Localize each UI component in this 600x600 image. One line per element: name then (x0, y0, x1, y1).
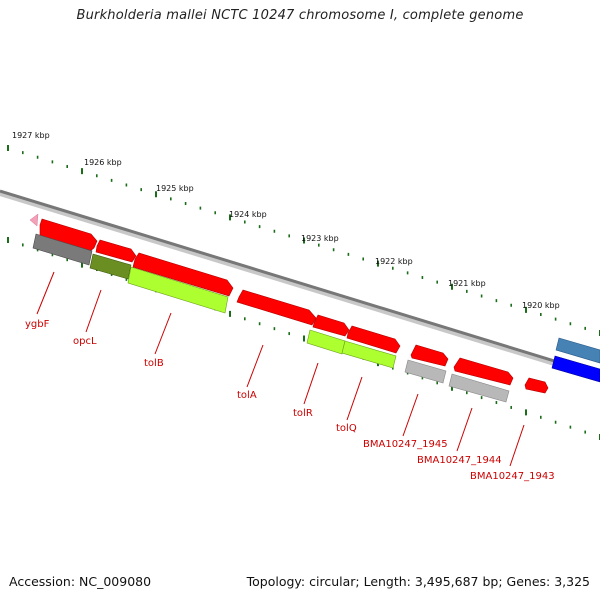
topology-text: Topology: circular; Length: 3,495,687 bp… (246, 574, 590, 589)
gene-tolQ[interactable] (341, 340, 397, 369)
gene-label-tolB: tolB (144, 358, 164, 369)
accession-text: Accession: NC_009080 (9, 574, 152, 589)
cds-tolQ[interactable] (346, 325, 401, 354)
backbone (0, 189, 600, 380)
pink-marker (29, 213, 39, 227)
cds-BMA10247_1945[interactable] (410, 344, 449, 367)
gene-BMA10247_1944[interactable] (448, 373, 510, 403)
gene-opcL[interactable] (89, 253, 132, 280)
map-title: Burkholderia mallei NCTC 10247 chromosom… (76, 8, 524, 23)
cds-tolR[interactable] (312, 314, 350, 337)
gene-label-BMA10247_1943: BMA10247_1943 (470, 471, 555, 482)
gene-track (29, 213, 600, 403)
gene-labels: ygbF opcL tolB tolA tolR tolQ BMA10247_1… (25, 319, 555, 482)
scale-label-1921: 1921 kbp (448, 279, 486, 288)
gene-label-BMA10247_1945: BMA10247_1945 (363, 439, 448, 450)
scale-label-1925: 1925 kbp (156, 184, 194, 193)
gene-label-tolA: tolA (237, 390, 257, 401)
gene-label-opcL: opcL (73, 336, 97, 347)
scale-label-1926: 1926 kbp (84, 158, 122, 167)
cds-BMA10247_1944[interactable] (453, 357, 514, 386)
gene-label-ygbF: ygbF (25, 319, 50, 330)
cds-track (39, 218, 549, 394)
cds-tolB[interactable] (132, 252, 234, 297)
cds-BMA10247_1943[interactable] (524, 377, 549, 394)
gene-label-tolR: tolR (293, 408, 313, 419)
cds-tolA[interactable] (236, 289, 317, 326)
cds-opcL[interactable] (95, 239, 137, 263)
gene-BMA10247_1945[interactable] (404, 359, 447, 384)
gene-ygbF[interactable] (32, 233, 93, 266)
scale-label-1927: 1927 kbp (12, 131, 50, 140)
gene-tolR[interactable] (306, 329, 346, 355)
gene-tolB[interactable] (127, 266, 229, 314)
label-leaders (36, 271, 525, 467)
gene-blue-right[interactable] (551, 355, 600, 383)
scale-label-1920: 1920 kbp (522, 301, 560, 310)
gene-label-BMA10247_1944: BMA10247_1944 (417, 455, 502, 466)
gene-steel-right[interactable] (555, 337, 600, 364)
scale-label-1922: 1922 kbp (375, 257, 413, 266)
scale-label-1924: 1924 kbp (229, 210, 267, 219)
gene-label-tolQ: tolQ (336, 423, 357, 434)
scale-labels: 1927 kbp 1926 kbp 1925 kbp 1924 kbp 1923… (12, 131, 560, 310)
scale-label-1923: 1923 kbp (301, 234, 339, 243)
outer-scale-track (7, 145, 600, 336)
